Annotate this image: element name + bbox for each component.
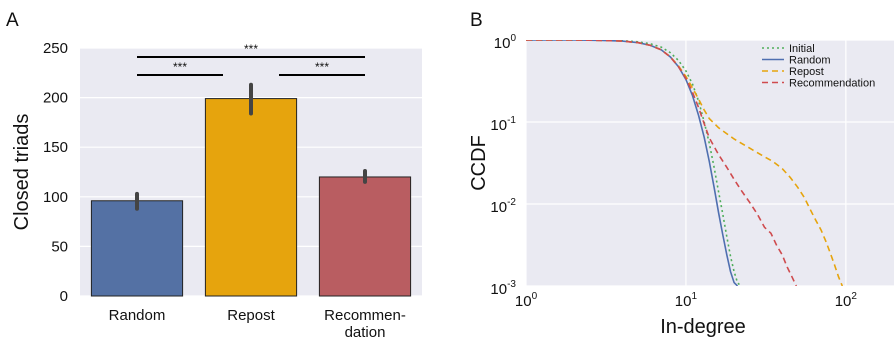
legend-label-repost: Repost — [789, 66, 824, 78]
bar-chart-x-tick-label: Repost — [227, 307, 275, 324]
ccdf-y-tick-label: 10-1 — [490, 115, 516, 134]
ccdf-y-tick-label: 100 — [494, 33, 517, 52]
bar-chart-y-tick-label: 50 — [51, 238, 68, 255]
bar-chart-x-tick-label: Recommen-dation — [324, 307, 406, 337]
panel-b-letter: B — [470, 10, 483, 31]
significance-brackets: *** *** *** — [137, 42, 365, 76]
ccdf-x-label: In-degree — [660, 316, 746, 337]
legend-label-random: Random — [789, 55, 831, 67]
bar-chart-error-bars — [135, 82, 367, 211]
bar-repost — [204, 98, 298, 297]
ccdf-x-ticks: 100 101 102 — [515, 291, 858, 310]
bar-chart-y-tick-label: 250 — [43, 40, 68, 57]
significance-label: *** — [244, 42, 258, 56]
significance-label: *** — [315, 60, 329, 74]
ccdf-y-tick-label: 10-2 — [490, 197, 516, 216]
bar-chart-x-ticks: Random Repost Recommen-dation — [109, 307, 406, 337]
panel-a-letter: A — [6, 10, 19, 31]
bar-chart-x-tick-label: Random — [109, 307, 166, 324]
ccdf-y-label: CCDF — [468, 135, 490, 191]
ccdf-x-tick-label: 101 — [675, 291, 698, 310]
bar-chart-y-ticks: 0 50 100 150 200 250 — [43, 40, 68, 305]
ccdf-line-recommendation — [526, 40, 798, 286]
ccdf-x-tick-label: 100 — [515, 291, 538, 310]
bar-chart-y-tick-label: 100 — [43, 189, 68, 206]
bar-random — [90, 200, 184, 297]
bar-chart-y-label: Closed triads — [11, 114, 33, 231]
bar-chart-y-tick-label: 0 — [60, 288, 68, 305]
bar-chart-y-tick-label: 150 — [43, 139, 68, 156]
ccdf-x-tick-label: 102 — [835, 291, 858, 310]
ccdf-line-initial — [526, 40, 742, 286]
ccdf-y-ticks: 100 10-1 10-2 10-3 — [490, 33, 516, 298]
ccdf-y-tick-label: 10-3 — [490, 279, 516, 298]
legend-label-initial: Initial — [789, 43, 815, 55]
significance-label: *** — [173, 60, 187, 74]
legend-label-recommendation: Recommendation — [789, 78, 875, 90]
bar-chart-y-tick-label: 200 — [43, 90, 68, 107]
bar-chart-closed-triads: *** *** *** 0 50 100 150 200 250 Random Repost Re… — [11, 40, 422, 337]
bar-recommendation — [318, 176, 412, 297]
bar-chart-bars — [90, 98, 412, 297]
ccdf-series-lines — [526, 40, 844, 286]
